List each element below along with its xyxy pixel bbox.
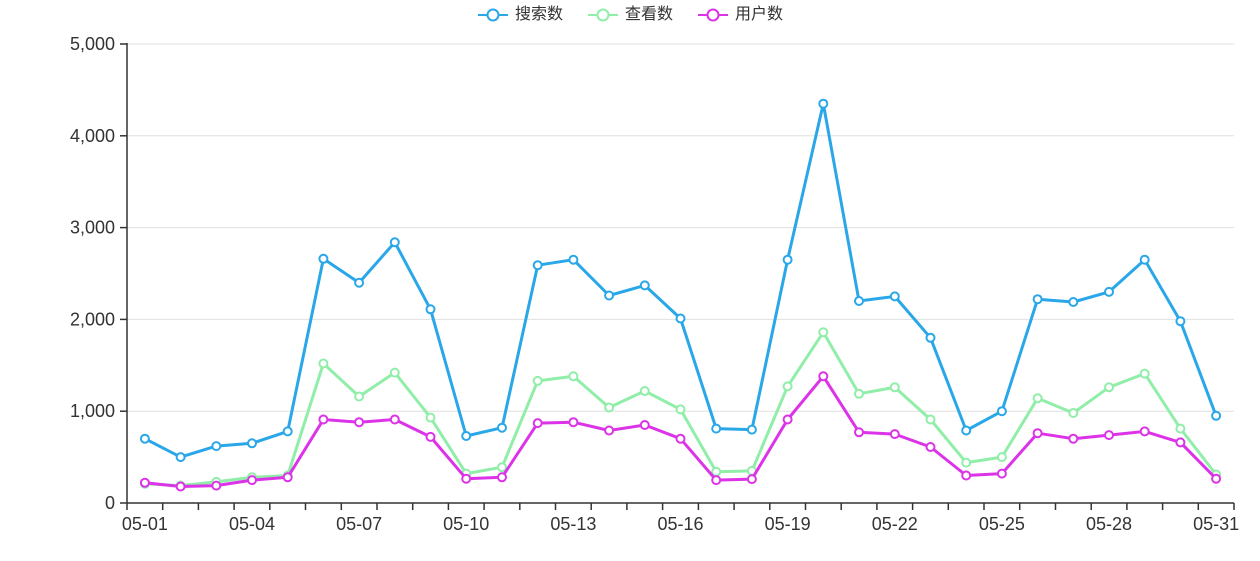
legend-label: 查看数 — [624, 6, 673, 23]
svg-text:05-28: 05-28 — [1086, 514, 1132, 534]
svg-text:4,000: 4,000 — [70, 126, 115, 146]
legend-item-view-count[interactable]: 查看数 — [587, 4, 673, 26]
line-circle-marker-icon — [587, 8, 618, 22]
svg-text:05-31: 05-31 — [1193, 514, 1239, 534]
legend-label: 搜索数 — [514, 6, 563, 23]
svg-text:05-25: 05-25 — [979, 514, 1025, 534]
legend-item-user-count[interactable]: 用户数 — [697, 4, 783, 26]
svg-text:2,000: 2,000 — [70, 309, 115, 329]
svg-text:3,000: 3,000 — [70, 218, 115, 238]
svg-text:1,000: 1,000 — [70, 401, 115, 421]
svg-text:05-19: 05-19 — [765, 514, 811, 534]
legend-item-search-count[interactable]: 搜索数 — [477, 4, 563, 26]
svg-text:5,000: 5,000 — [70, 34, 115, 54]
svg-text:05-13: 05-13 — [550, 514, 596, 534]
legend-label: 用户数 — [735, 6, 784, 23]
svg-text:05-07: 05-07 — [336, 514, 382, 534]
svg-text:05-16: 05-16 — [657, 514, 703, 534]
svg-text:05-04: 05-04 — [229, 514, 275, 534]
svg-text:05-01: 05-01 — [122, 514, 168, 534]
legend: 搜索数 查看数 用户数 — [0, 4, 1260, 26]
line-circle-marker-icon — [477, 8, 508, 22]
svg-text:0: 0 — [105, 493, 115, 513]
svg-text:05-10: 05-10 — [443, 514, 489, 534]
line-circle-marker-icon — [698, 8, 728, 22]
svg-text:05-22: 05-22 — [872, 514, 918, 534]
